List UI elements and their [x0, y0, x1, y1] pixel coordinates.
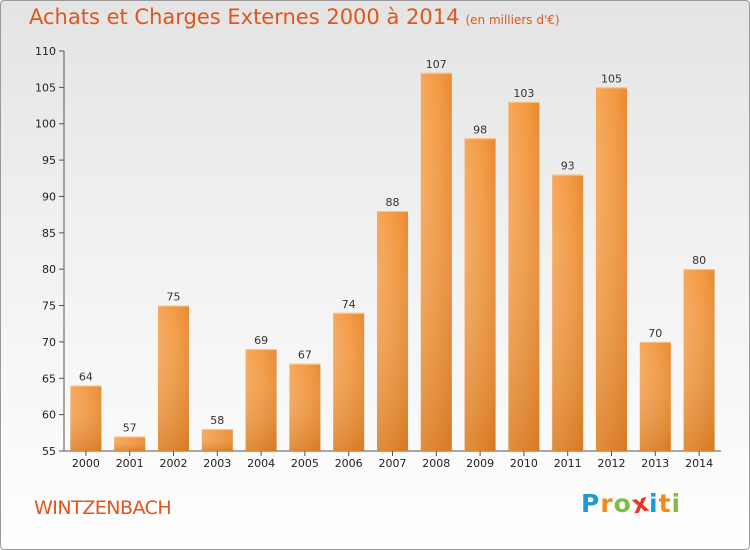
bar-shade [683, 269, 715, 451]
bar-2007 [377, 211, 408, 451]
y-tick-label: 70 [42, 336, 56, 349]
bar-shade [201, 429, 233, 451]
bar-value-label: 103 [513, 87, 534, 100]
bar-2012 [596, 87, 627, 451]
x-tick-label: 2010 [510, 457, 538, 470]
bar-value-label: 58 [210, 414, 224, 427]
bar-shade [508, 101, 540, 451]
y-tick-label: 90 [42, 190, 56, 203]
bar-value-label: 98 [473, 123, 487, 136]
x-tick-label: 2012 [598, 457, 626, 470]
bar-value-label: 75 [167, 291, 181, 304]
bar-2014 [683, 269, 715, 451]
y-tick-label: 60 [42, 409, 56, 422]
bar-value-label: 70 [648, 327, 662, 340]
bar-value-label: 67 [298, 349, 312, 362]
bar-shade [420, 72, 452, 452]
bar-value-label: 88 [386, 196, 400, 209]
x-tick-label: 2013 [641, 457, 669, 470]
y-tick-label: 85 [42, 227, 56, 240]
bar-value-label: 80 [692, 254, 706, 267]
x-tick-label: 2003 [203, 457, 231, 470]
bar-2004 [245, 349, 277, 451]
chart-unit: (en milliers d'€) [465, 13, 560, 27]
x-tick-label: 2001 [116, 457, 144, 470]
bar-shade [114, 436, 146, 451]
x-tick-label: 2011 [554, 457, 582, 470]
bar-2006 [333, 312, 365, 451]
x-tick-label: 2004 [247, 457, 275, 470]
bar-value-label: 57 [123, 421, 137, 434]
bar-shade [245, 349, 277, 451]
y-tick-label: 65 [42, 372, 56, 385]
bar-labels: 64 57 75 58 69 67 74 88 107 98 103 93 105 70 80 [79, 58, 706, 435]
logo-letter: t [658, 489, 672, 518]
x-tick-label: 2000 [72, 457, 100, 470]
y-tick-label: 80 [42, 263, 56, 276]
bar-value-label: 93 [561, 160, 575, 173]
bar-2010 [508, 101, 540, 451]
chart-title: Achats et Charges Externes 2000 à 2014 (e… [29, 5, 560, 29]
x-tick-label: 2008 [422, 457, 450, 470]
bar-2008 [420, 72, 452, 452]
bar-2002 [158, 305, 189, 451]
y-tick-label: 100 [35, 118, 56, 131]
bar-value-label: 105 [601, 72, 622, 85]
bar-shade [639, 341, 671, 451]
bar-2005 [289, 363, 321, 451]
y-tick-label: 95 [42, 154, 56, 167]
y-tick-label: 105 [35, 81, 56, 94]
bar-shade [596, 87, 627, 451]
y-tick-label: 75 [42, 300, 56, 313]
bar-shade [70, 385, 102, 451]
bars [70, 72, 715, 452]
axes: 55 60 65 70 75 80 85 90 95 100 105 110 2000 2001 2002 2… [35, 45, 721, 470]
bar-shade [289, 363, 321, 451]
bar-2001 [114, 436, 146, 451]
logo-letter: i [671, 489, 682, 518]
x-tick-label: 2005 [291, 457, 319, 470]
x-tick-label: 2002 [160, 457, 188, 470]
x-tick-label: 2007 [379, 457, 407, 470]
y-tick-label: 110 [35, 45, 56, 58]
commune-name: WINTZENBACH [34, 497, 172, 519]
bar-shade [552, 174, 584, 452]
x-tick-label: 2006 [335, 457, 363, 470]
chart-title-text: Achats et Charges Externes 2000 à 2014 [29, 5, 460, 29]
logo-letter: r [600, 489, 614, 518]
logo-letter: i [649, 489, 659, 518]
x-tick-label: 2014 [685, 457, 713, 470]
proxiti-logo: Proxiti [581, 488, 682, 520]
bar-shade [377, 211, 408, 451]
bar-value-label: 107 [426, 58, 447, 71]
bar-2009 [464, 138, 496, 452]
bar-shade [158, 305, 189, 451]
bar-2000 [70, 385, 102, 451]
bar-value-label: 64 [79, 371, 93, 384]
bar-shade [333, 312, 365, 451]
bar-2011 [552, 174, 584, 452]
bar-shade [464, 138, 496, 452]
logo-letter: o [613, 489, 632, 518]
logo-letter: P [581, 489, 601, 518]
bar-2003 [201, 429, 233, 451]
x-tick-label: 2009 [466, 457, 494, 470]
bar-2013 [639, 341, 671, 451]
bar-value-label: 69 [254, 334, 268, 347]
bar-value-label: 74 [342, 298, 356, 311]
y-tick-label: 55 [42, 445, 56, 458]
